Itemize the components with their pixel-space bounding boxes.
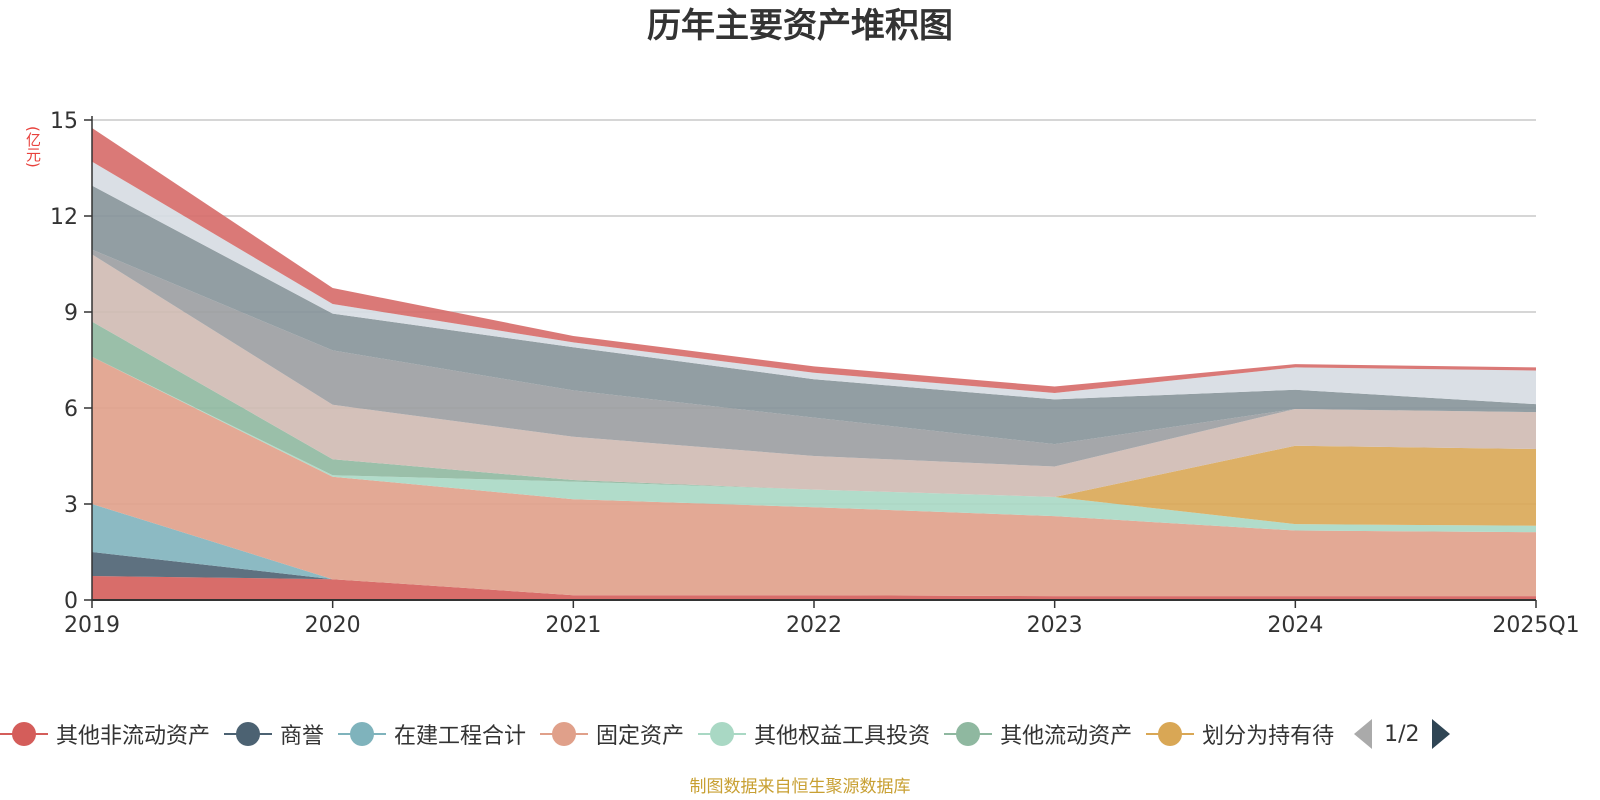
legend-marker-icon (338, 722, 387, 746)
x-tick-label: 2019 (64, 613, 120, 638)
legend-pager: 1/2 (1354, 719, 1450, 749)
legend-item[interactable]: 固定资产 (540, 718, 684, 750)
y-tick-label: 6 (64, 397, 78, 422)
legend-item[interactable]: 划分为持有待 (1146, 718, 1334, 750)
x-tick-label: 2021 (545, 613, 601, 638)
x-tick-label: 2024 (1267, 613, 1323, 638)
x-tick-label: 2023 (1027, 613, 1083, 638)
source-note: 制图数据来自恒生聚源数据库 (689, 777, 911, 797)
legend-label: 在建工程合计 (394, 724, 527, 749)
y-tick-label: 9 (64, 301, 78, 326)
legend-item[interactable]: 商誉 (224, 718, 324, 750)
legend-label: 固定资产 (596, 724, 685, 749)
legend: 其他非流动资产 商誉 在建工程合计 固定资产 其他权益工具投资 其他流动资产 划分为持有待 … (0, 714, 1600, 754)
area-series-11 (92, 128, 1536, 393)
x-tick-label: 2022 (786, 613, 842, 638)
y-axis-unit-label: (亿元) (24, 126, 42, 168)
legend-marker-icon (0, 722, 48, 746)
legend-item[interactable]: 其他权益工具投资 (698, 718, 930, 750)
legend-label: 其他流动资产 (1000, 724, 1133, 749)
y-tick-label: 3 (64, 493, 78, 518)
x-tick-label: 2020 (305, 613, 361, 638)
y-tick-label: 15 (50, 109, 78, 134)
area-series-3 (92, 356, 1536, 597)
area-series-5 (92, 321, 1536, 526)
chart-title: 历年主要资产堆积图 (647, 6, 953, 46)
legend-marker-icon (698, 722, 747, 746)
area-series-0 (92, 576, 1536, 600)
legend-item[interactable]: 其他非流动资产 (0, 718, 210, 750)
legend-label: 其他非流动资产 (56, 724, 211, 749)
area-series-10 (92, 161, 1536, 405)
y-tick-label: 0 (64, 589, 78, 614)
stacked-area-chart: 0 3 6 9 12 15 2019 2020 2021 2022 2023 2024 2025Q1 (50, 109, 1580, 638)
area-series (92, 128, 1536, 600)
legend-label: 其他权益工具投资 (754, 724, 931, 749)
legend-marker-icon (944, 722, 993, 746)
legend-next-page-icon[interactable] (1431, 719, 1450, 749)
legend-marker-icon (540, 722, 589, 746)
legend-prev-page-icon[interactable] (1354, 719, 1373, 749)
y-tick-label: 12 (50, 205, 78, 230)
legend-label: 商誉 (280, 724, 325, 749)
area-series-4 (92, 356, 1536, 533)
area-series-7 (92, 254, 1536, 497)
legend-marker-icon (1146, 722, 1195, 746)
area-series-8 (92, 249, 1536, 467)
area-series-9 (92, 185, 1536, 445)
legend-marker-icon (224, 722, 273, 746)
axes: 0 3 6 9 12 15 2019 2020 2021 2022 2023 2024 2025Q1 (50, 109, 1580, 638)
x-tick-label: 2025Q1 (1492, 613, 1579, 638)
legend-item[interactable]: 在建工程合计 (338, 718, 526, 750)
legend-page-indicator: 1/2 (1384, 721, 1420, 747)
legend-items: 其他非流动资产 商誉 在建工程合计 固定资产 其他权益工具投资 其他流动资产 划分为持有待 (0, 718, 1348, 750)
legend-label: 划分为持有待 (1202, 724, 1335, 749)
legend-item[interactable]: 其他流动资产 (944, 718, 1132, 750)
area-series-6 (92, 321, 1536, 526)
